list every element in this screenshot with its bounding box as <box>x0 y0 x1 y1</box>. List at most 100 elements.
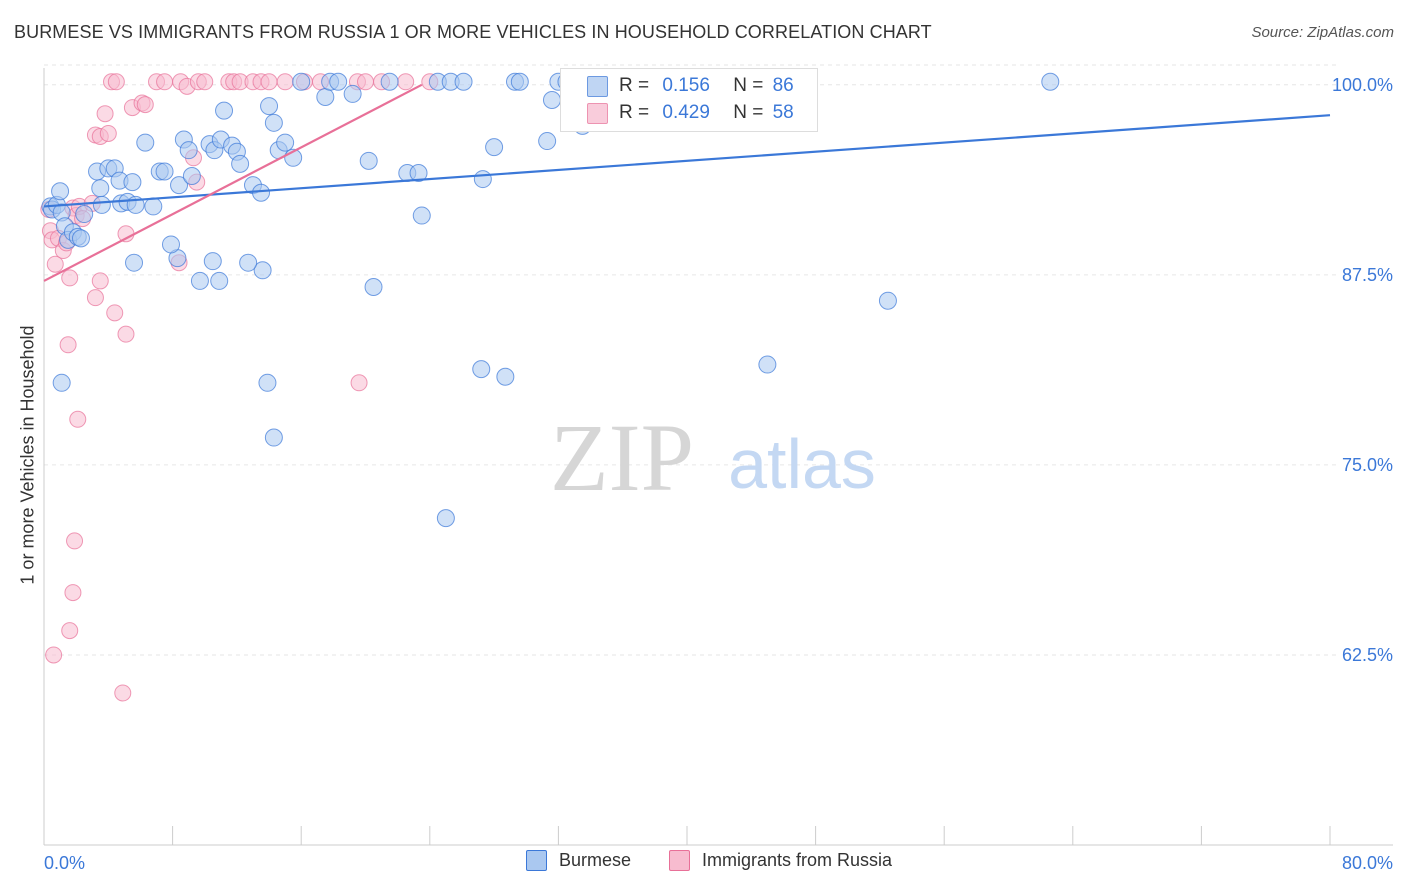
russia-point <box>86 289 104 307</box>
y-tick-label: 100.0% <box>1332 75 1393 95</box>
russia-point <box>99 124 117 142</box>
burmese-point <box>155 162 174 181</box>
burmese-point <box>239 253 258 272</box>
burmese-point <box>215 101 234 120</box>
burmese-point <box>264 428 283 447</box>
burmese-point <box>472 360 491 379</box>
burmese-point <box>359 151 378 170</box>
russia-point <box>350 374 368 392</box>
y-tick-labels: 62.5% 75.0% 87.5% 100.0% <box>1332 75 1393 665</box>
burmese-point <box>316 87 335 106</box>
legend-swatch-burmese <box>526 850 547 871</box>
russia-point <box>46 255 64 273</box>
burmese-point <box>170 176 189 195</box>
burmese-point <box>231 154 250 173</box>
burmese-point <box>329 72 348 91</box>
n-value: 58 <box>772 102 794 123</box>
legend-swatch-immigrants-from-russia <box>669 850 690 871</box>
burmese-point <box>253 261 272 280</box>
burmese-point <box>75 205 94 224</box>
correlation-legend: R = 0.156 N = 86 R = 0.429 N = 58 <box>560 68 818 132</box>
burmese-point <box>264 113 283 132</box>
russia-point <box>59 336 77 354</box>
watermark-atlas: atlas <box>728 425 876 503</box>
r-label: R = <box>619 102 650 123</box>
burmese-point <box>343 84 362 103</box>
burmese-point <box>144 197 163 216</box>
y-tick-label: 87.5% <box>1342 265 1393 285</box>
n-label: N = <box>733 75 764 96</box>
burmese-point <box>542 91 561 110</box>
r-value: 0.156 <box>662 75 710 96</box>
russia-point <box>276 73 294 91</box>
burmese-point <box>91 179 110 198</box>
trend-lines <box>43 83 1331 282</box>
burmese-point <box>136 133 155 152</box>
russia-point <box>107 73 125 91</box>
burmese-point <box>454 72 473 91</box>
legend-label-burmese: Burmese <box>559 850 632 870</box>
russia-point <box>61 269 79 287</box>
burmese-point <box>161 235 180 254</box>
source-label: Source: ZipAtlas.com <box>1251 24 1394 41</box>
watermark: ZIP atlas <box>550 404 876 511</box>
n-label: N = <box>733 102 764 123</box>
burmese-point <box>364 278 383 297</box>
legend-row-burmese: R = 0.156 N = 86 <box>587 73 794 99</box>
burmese-point <box>538 132 557 151</box>
burmese-point <box>51 182 70 201</box>
russia-point <box>64 584 82 602</box>
series-burmese <box>41 72 1060 528</box>
burmese-point <box>436 509 455 528</box>
y-axis-label: 1 or more Vehicles in Household <box>17 325 38 585</box>
burmese-point <box>203 252 222 271</box>
burmese-point <box>380 72 399 91</box>
russia-point <box>61 622 79 640</box>
burmese-point <box>1041 72 1060 91</box>
legend-swatch-immigrants-from-russia <box>587 102 608 124</box>
n-value: 86 <box>772 75 794 96</box>
axes <box>43 68 1393 846</box>
russia-point <box>114 684 132 702</box>
burmese-point <box>190 271 209 290</box>
burmese-point <box>123 173 142 192</box>
burmese-point <box>179 141 198 160</box>
burmese-point <box>510 72 529 91</box>
russia-point <box>45 646 63 664</box>
burmese-point <box>52 373 71 392</box>
russia-point <box>397 73 415 91</box>
russia-point <box>136 96 154 114</box>
burmese-point <box>252 183 271 202</box>
russia-point <box>96 105 114 123</box>
y-tick-label: 62.5% <box>1342 645 1393 665</box>
burmese-point <box>210 271 229 290</box>
legend-item-immigrants-from-russia: Immigrants from Russia <box>669 850 892 871</box>
burmese-point <box>409 163 428 182</box>
trend-line-immigrants-from-russia <box>43 83 423 282</box>
burmese-point <box>182 167 201 186</box>
burmese-point <box>878 291 897 310</box>
burmese-point <box>276 133 295 152</box>
legend-row-immigrants-from-russia: R = 0.429 N = 58 <box>587 100 794 126</box>
burmese-point <box>496 367 515 386</box>
y-tick-label: 75.0% <box>1342 455 1393 475</box>
series-legend: Burmese Immigrants from Russia <box>0 850 1406 878</box>
russia-point <box>357 73 374 91</box>
watermark-zip: ZIP <box>550 404 694 511</box>
burmese-point <box>758 355 777 374</box>
russia-point <box>196 73 214 91</box>
x-tick-label: 0.0% <box>44 853 85 873</box>
russia-point <box>91 272 109 290</box>
legend-item-burmese: Burmese <box>526 850 631 871</box>
chart-title: BURMESE VS IMMIGRANTS FROM RUSSIA 1 OR M… <box>14 22 932 42</box>
russia-point <box>106 304 124 322</box>
legend-label-immigrants-from-russia: Immigrants from Russia <box>702 850 893 870</box>
burmese-point <box>485 138 504 157</box>
trend-line-burmese <box>43 114 1331 208</box>
x-tick-labels: 0.0% 80.0% <box>44 853 1393 873</box>
burmese-point <box>92 195 111 214</box>
x-tick-label: 80.0% <box>1342 853 1393 873</box>
burmese-point <box>125 253 144 272</box>
russia-point <box>69 410 87 428</box>
